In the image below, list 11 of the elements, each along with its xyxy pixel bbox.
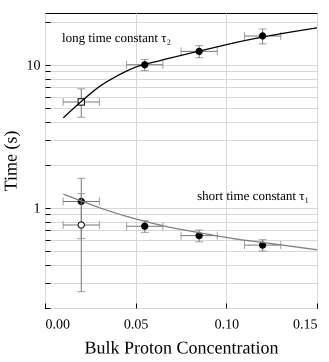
y-axis-title: Time (s) [0,130,20,192]
x-tick-label: 0.05 [124,318,148,332]
y-tick-label: 10 [26,58,40,74]
line-series [62,27,318,118]
y-tick-label: 1 [34,201,40,216]
annotation: short time constant τ₁ [197,188,309,203]
annotation: long time constant τ₂ [62,30,172,45]
x-tick-label: 0.00 [46,318,70,332]
x-tick-label: 0.10 [214,318,240,332]
x-axis-title: Bulk Proton Concentration [84,338,278,358]
x-tick-label: 0.15 [293,318,318,332]
